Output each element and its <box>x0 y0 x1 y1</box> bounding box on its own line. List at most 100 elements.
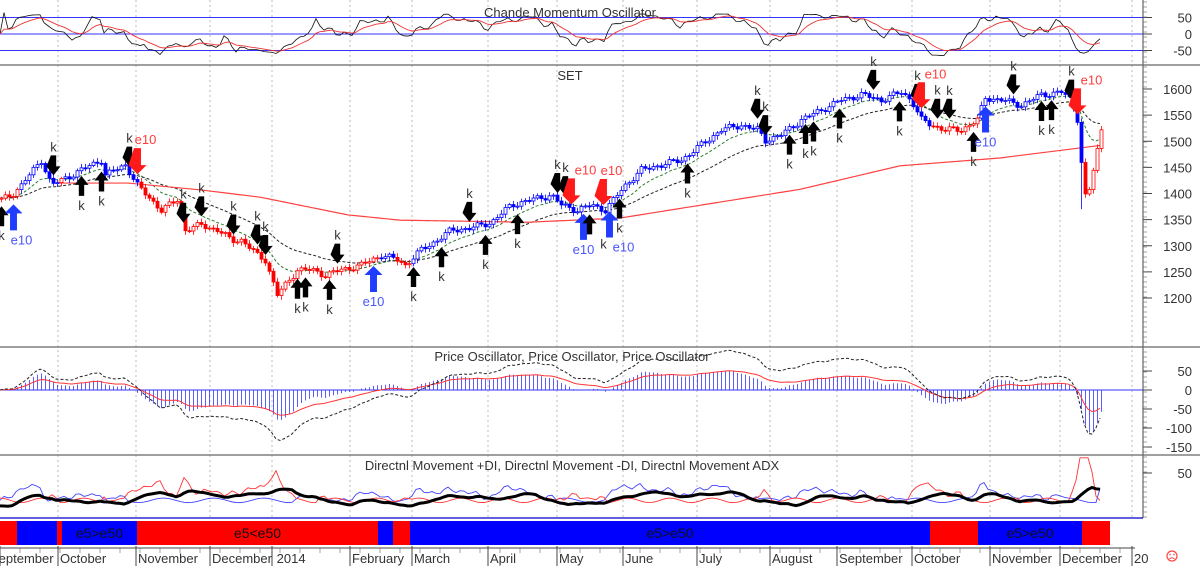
candle <box>859 88 864 103</box>
signal-label: k <box>600 236 607 251</box>
candle <box>1011 95 1016 106</box>
signal-label: k <box>934 83 941 98</box>
candle-body <box>915 106 920 113</box>
candle <box>315 265 320 275</box>
candle-body <box>459 228 464 233</box>
candle <box>831 97 836 111</box>
candle <box>287 276 292 286</box>
candle-body <box>879 97 884 103</box>
candle-body <box>463 228 468 230</box>
candle-body <box>523 200 528 203</box>
candle <box>1051 88 1056 101</box>
signal-label: k <box>870 54 877 69</box>
candle <box>907 91 912 104</box>
signal-label: k <box>970 154 977 169</box>
candle-body <box>1027 100 1032 103</box>
candle <box>231 232 236 247</box>
candle-body <box>535 195 540 199</box>
candle <box>175 198 180 207</box>
candle-body <box>1023 101 1028 108</box>
candle-body <box>115 169 120 172</box>
candle-body <box>807 115 812 118</box>
signal-arrow-down: e10 <box>912 66 946 109</box>
candle-body <box>547 195 552 201</box>
candle-body <box>283 281 288 290</box>
candle-body <box>731 123 736 128</box>
candle-body <box>511 204 516 208</box>
candle <box>7 190 12 201</box>
candle-body <box>531 197 536 202</box>
candle-body <box>483 223 488 228</box>
candle <box>319 267 324 281</box>
axis-label: 0 <box>1185 27 1192 42</box>
candle <box>435 237 440 247</box>
axis-label: 50 <box>1178 11 1192 26</box>
candle-body <box>19 183 24 190</box>
candle <box>219 228 224 237</box>
signal-arrow-down: e10 <box>1068 72 1103 115</box>
candle <box>1043 90 1048 101</box>
month-label: March <box>414 551 450 566</box>
month-label: June <box>625 551 653 566</box>
candle-body <box>659 165 664 168</box>
signal-label: k <box>326 302 333 317</box>
candle <box>375 254 380 263</box>
sad-face-icon[interactable] <box>1166 550 1178 562</box>
candle <box>475 220 480 231</box>
candle <box>339 265 344 276</box>
month-label: August <box>772 551 813 566</box>
candle <box>579 203 584 217</box>
signal-arrow-up: k <box>892 101 907 138</box>
candle-body <box>143 187 148 196</box>
candle-body <box>891 91 896 96</box>
candle <box>1035 90 1040 104</box>
band-label: e5>e50 <box>76 525 123 541</box>
candle <box>419 244 424 253</box>
candle-body <box>567 203 572 208</box>
candle <box>43 161 48 174</box>
candle <box>991 95 996 104</box>
candle-body <box>1035 94 1040 100</box>
candle <box>323 272 328 280</box>
candle <box>123 161 128 170</box>
candle <box>311 266 316 274</box>
candle-body <box>655 165 660 168</box>
band-segment <box>410 521 930 545</box>
arrow-up-icon <box>966 131 981 152</box>
candle <box>735 123 740 133</box>
candle <box>523 198 528 206</box>
candle <box>683 153 688 165</box>
candle-body <box>407 263 412 266</box>
band-segment <box>137 521 378 545</box>
signal-label: k <box>762 99 769 114</box>
candle-body <box>555 194 560 202</box>
candle-body <box>323 276 328 279</box>
signal-label: e10 <box>1081 72 1103 87</box>
candle-body <box>1039 92 1044 96</box>
candle-body <box>635 172 640 182</box>
candle <box>743 122 748 131</box>
candle <box>275 277 280 298</box>
candle-body <box>639 166 644 174</box>
candle <box>367 257 372 268</box>
candle <box>899 89 904 98</box>
signal-label: k <box>78 198 85 213</box>
candle-body <box>1011 98 1016 103</box>
candle <box>747 123 752 131</box>
candle <box>867 90 872 102</box>
candle-body <box>595 204 600 207</box>
candle-body <box>175 201 180 204</box>
candle <box>1095 144 1100 173</box>
arrow-down-icon <box>226 214 241 235</box>
candle <box>591 200 596 210</box>
candle-body <box>135 179 140 183</box>
arrow-down-icon <box>866 69 881 90</box>
candle <box>111 165 116 173</box>
band-segment <box>1082 521 1110 545</box>
signal-arrow-up: e10 <box>363 266 384 309</box>
plus-di-line <box>0 482 1101 504</box>
candle <box>439 235 444 243</box>
signal-arrow-up: k <box>806 121 821 158</box>
candle <box>643 163 648 171</box>
signal-arrow-down: k <box>226 199 241 235</box>
